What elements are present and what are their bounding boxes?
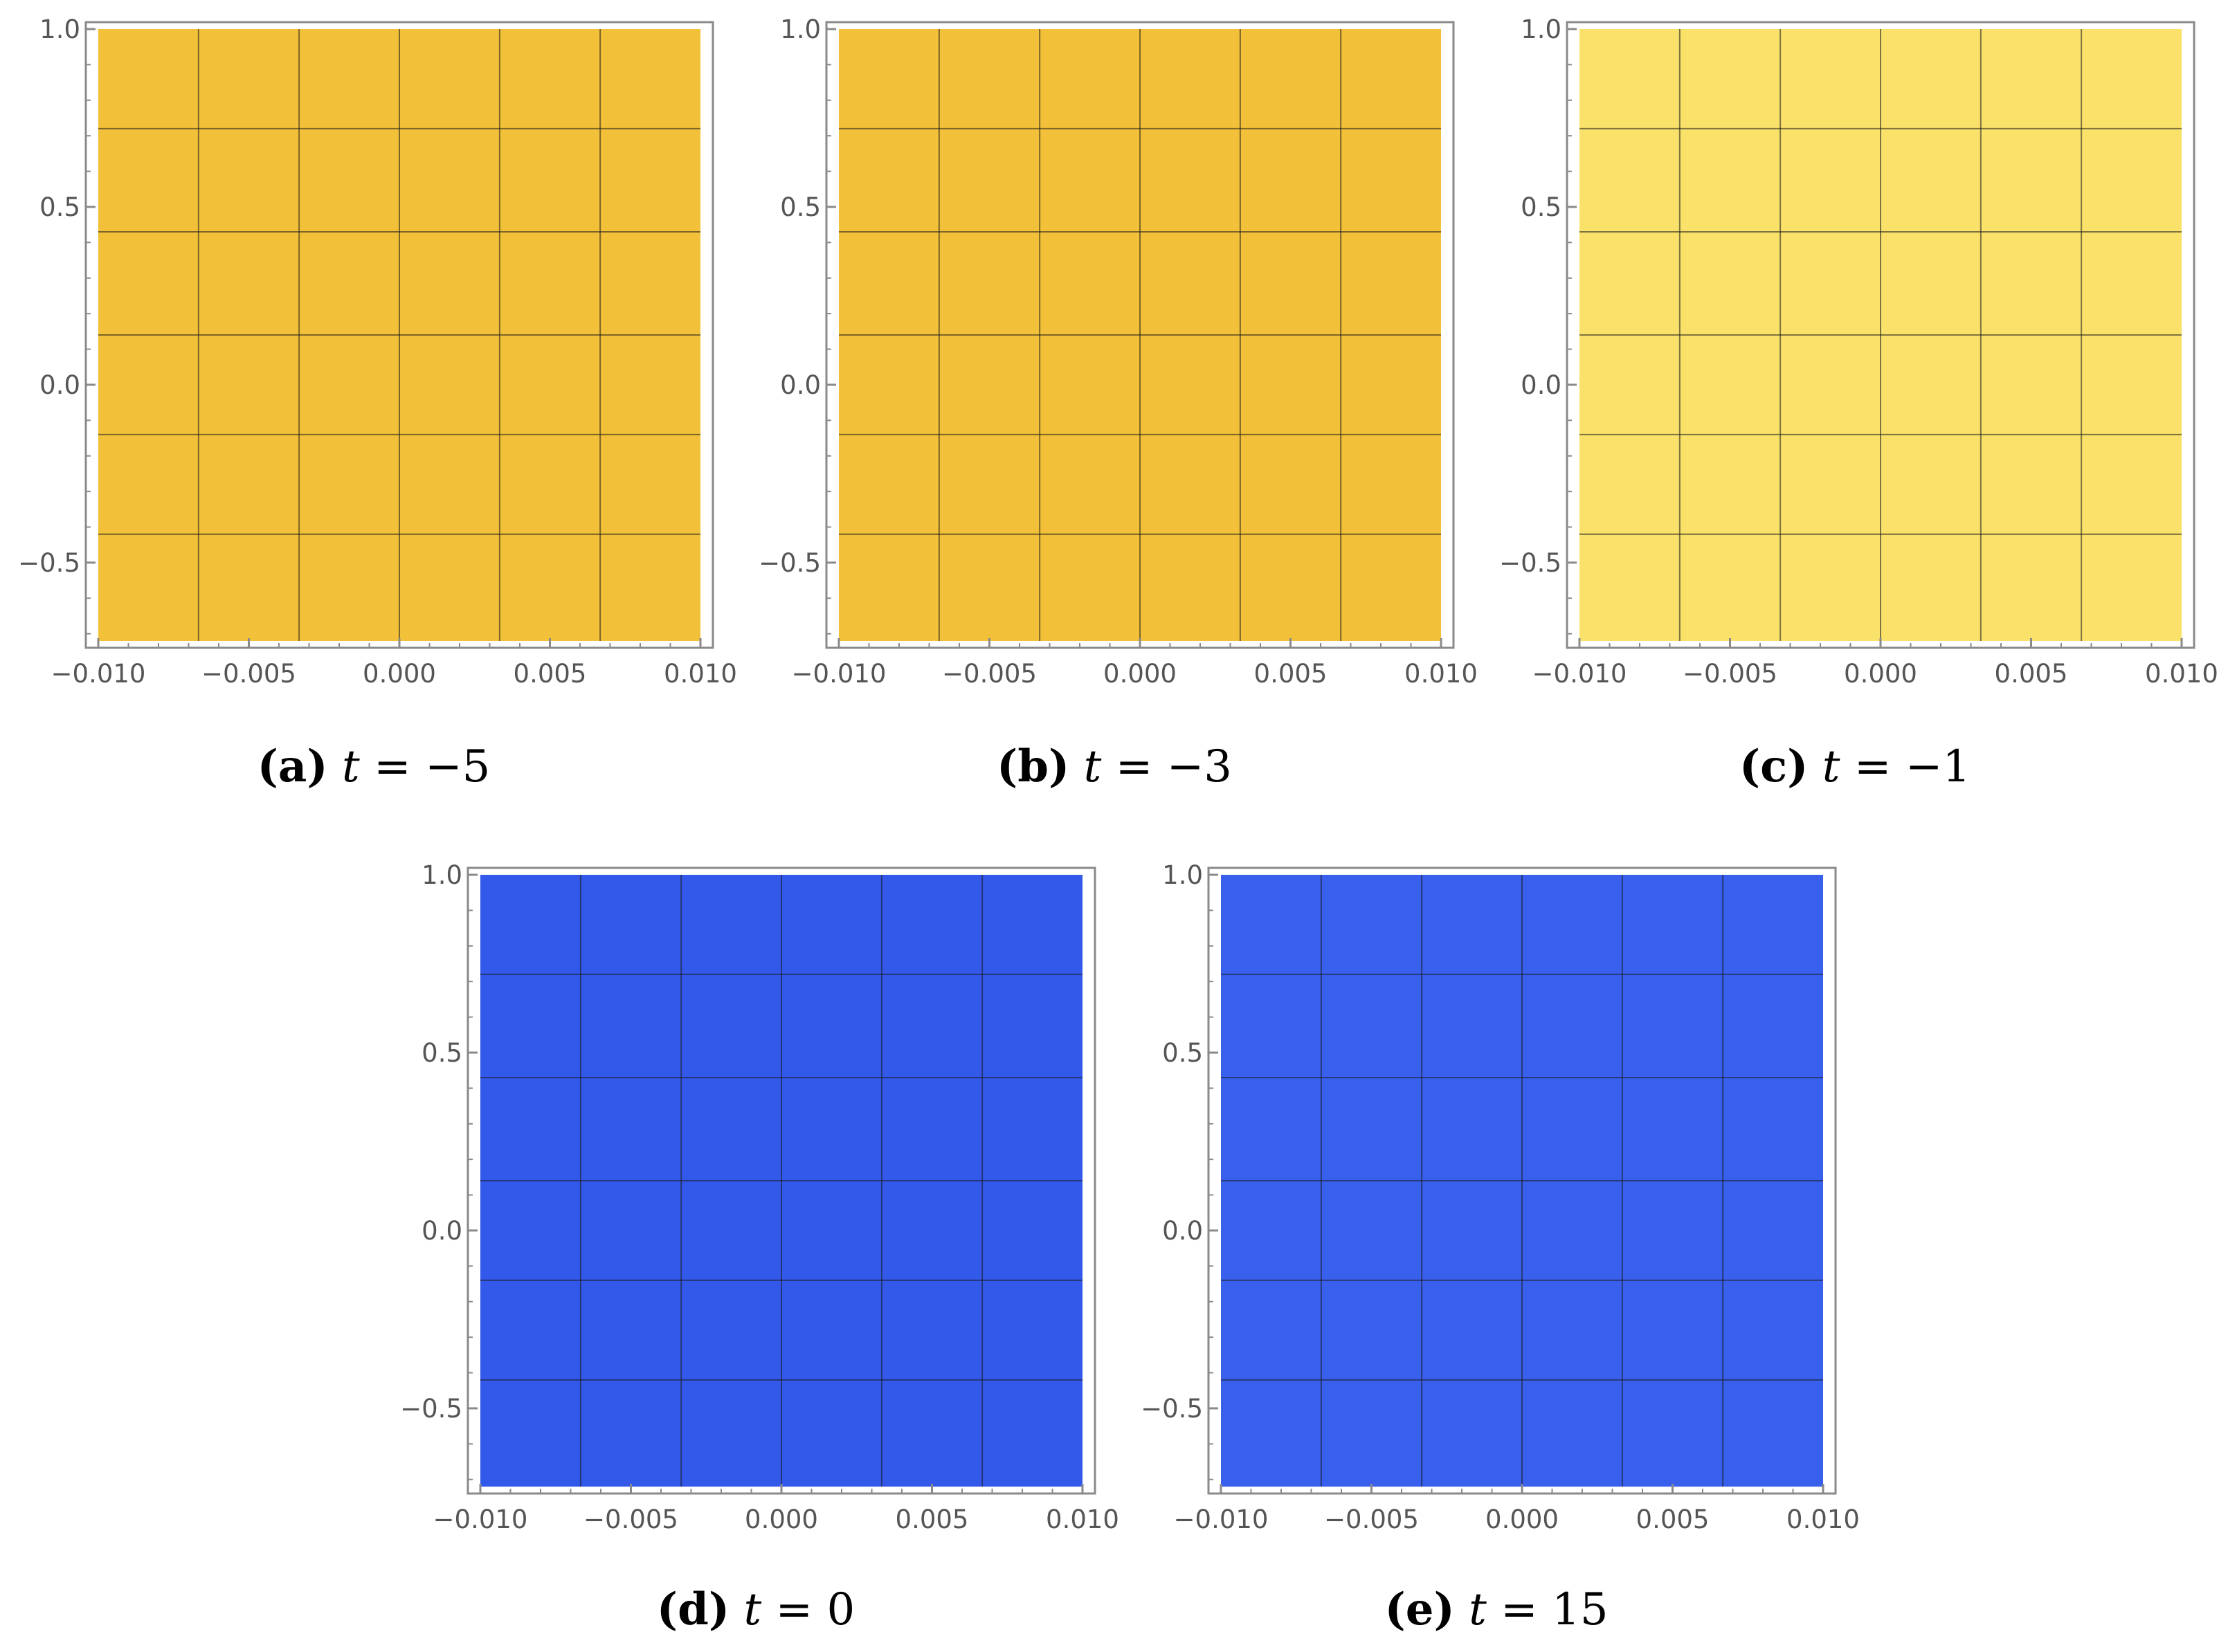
x-tick-label: 0.005 <box>1636 1505 1710 1534</box>
caption-e-var: t <box>1469 1584 1487 1635</box>
y-tick-label: −0.5 <box>759 548 821 578</box>
x-tick-label: 0.010 <box>1046 1505 1119 1534</box>
x-tick-label: −0.005 <box>1683 659 1777 689</box>
x-tick-label: 0.005 <box>1995 659 2068 689</box>
caption-a-letter: (a) <box>257 741 328 792</box>
x-tick-label: 0.000 <box>1103 659 1177 689</box>
caption-d: (d) t = 0 <box>657 1583 855 1635</box>
y-tick-label: 1.0 <box>780 15 821 44</box>
heatmap-panel-d: −0.5 0.0 0.5 1.0 −0.010 −0.005 0.000 0.005 0.010 <box>400 860 1119 1534</box>
x-tick-label: −0.005 <box>942 659 1037 689</box>
x-tick-label: 0.010 <box>2145 659 2218 689</box>
caption-b-letter: (b) <box>996 741 1070 792</box>
y-tick-label: 1.0 <box>39 15 80 44</box>
heatmap-panel-e: −0.5 0.0 0.5 1.0 −0.010 −0.005 0.000 0.005 0.010 <box>1141 860 1860 1534</box>
caption-d-letter: (d) <box>656 1583 730 1635</box>
caption-c-eq: = −1 <box>1840 741 1971 792</box>
caption-e-eq: = 15 <box>1486 1584 1609 1635</box>
caption-d-var: t <box>743 1584 762 1635</box>
caption-b-var: t <box>1083 741 1102 792</box>
x-tick-label: 0.010 <box>1786 1505 1860 1534</box>
x-tick-label: 0.005 <box>514 659 587 689</box>
x-tick-label: 0.005 <box>896 1505 969 1534</box>
caption-a-eq: = −5 <box>359 741 491 792</box>
y-tick-label: −0.5 <box>400 1394 462 1424</box>
x-tick-label: 0.010 <box>1404 659 1478 689</box>
x-tick-label: −0.010 <box>1174 1505 1269 1534</box>
x-tick-label: 0.005 <box>1254 659 1328 689</box>
caption-e-letter: (e) <box>1384 1583 1455 1635</box>
caption-e: (e) t = 15 <box>1384 1583 1608 1635</box>
y-tick-label: 0.0 <box>39 370 80 400</box>
y-tick-label: 0.5 <box>1162 1038 1203 1068</box>
x-tick-label: −0.010 <box>433 1505 528 1534</box>
caption-c-letter: (c) <box>1739 741 1809 792</box>
x-tick-label: 0.000 <box>1485 1505 1559 1534</box>
y-tick-label: −0.5 <box>1499 548 1561 578</box>
heatmap-panel-a: −0.5 0.0 0.5 1.0 −0.010 −0.005 0.000 0.005 0.010 <box>18 15 737 689</box>
x-tick-label: −0.010 <box>792 659 887 689</box>
x-tick-label: 0.000 <box>1844 659 1917 689</box>
y-tick-label: 1.0 <box>422 860 462 890</box>
caption-c-var: t <box>1822 741 1840 792</box>
x-tick-label: −0.010 <box>51 659 146 689</box>
y-tick-label: 0.5 <box>1521 192 1561 222</box>
y-tick-label: −0.5 <box>18 548 80 578</box>
y-tick-label: 0.0 <box>1521 370 1561 400</box>
y-tick-label: 0.5 <box>39 192 80 222</box>
y-tick-label: 0.5 <box>780 192 821 222</box>
x-tick-label: −0.005 <box>583 1505 678 1534</box>
x-tick-label: −0.005 <box>1324 1505 1419 1534</box>
y-tick-label: 0.0 <box>422 1216 462 1246</box>
x-tick-label: 0.010 <box>664 659 737 689</box>
y-tick-label: 1.0 <box>1162 860 1203 890</box>
caption-a-var: t <box>342 741 360 792</box>
caption-d-eq: = 0 <box>761 1584 855 1635</box>
y-tick-label: 0.0 <box>1162 1216 1203 1246</box>
x-tick-label: 0.000 <box>745 1505 818 1534</box>
y-tick-label: −0.5 <box>1141 1394 1203 1424</box>
y-tick-label: 0.0 <box>780 370 821 400</box>
x-tick-label: 0.000 <box>363 659 436 689</box>
caption-a: (a) t = −5 <box>257 741 491 792</box>
caption-b: (b) t = −3 <box>997 741 1232 792</box>
caption-b-eq: = −3 <box>1101 741 1233 792</box>
y-tick-label: 0.5 <box>422 1038 462 1068</box>
y-tick-label: 1.0 <box>1521 15 1561 44</box>
heatmap-panel-b: −0.5 0.0 0.5 1.0 −0.010 −0.005 0.000 0.005 0.010 <box>759 15 1478 689</box>
x-tick-label: −0.005 <box>201 659 296 689</box>
caption-c: (c) t = −1 <box>1739 741 1971 792</box>
x-tick-label: −0.010 <box>1532 659 1627 689</box>
heatmap-panel-c: −0.5 0.0 0.5 1.0 −0.010 −0.005 0.000 0.005 0.010 <box>1499 15 2218 689</box>
